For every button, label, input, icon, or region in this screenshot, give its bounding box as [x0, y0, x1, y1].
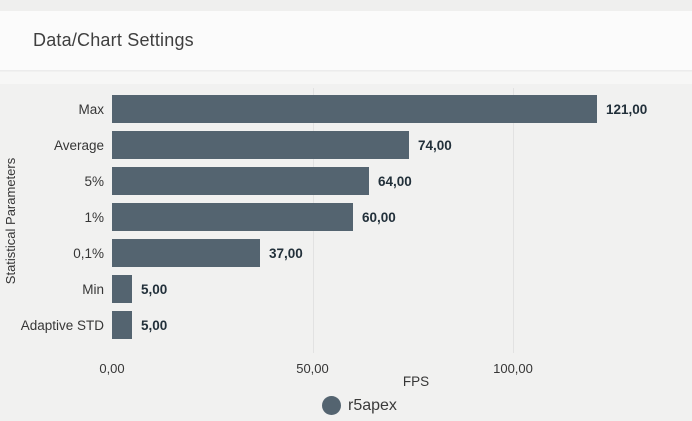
chart-row: 5% 64,00	[0, 167, 692, 195]
chart-row: 1% 60,00	[0, 203, 692, 231]
category-label: 0,1%	[73, 245, 104, 261]
header-sub-strip	[0, 72, 692, 84]
category-label: Adaptive STD	[20, 317, 104, 333]
gridline-100	[513, 88, 514, 353]
value-label: 64,00	[378, 173, 412, 189]
value-label: 5,00	[141, 317, 168, 333]
legend-item-r5apex[interactable]: r5apex	[322, 396, 397, 415]
x-axis-title: FPS	[402, 374, 430, 389]
page-title: Data/Chart Settings	[33, 30, 194, 50]
category-label: Max	[78, 101, 104, 117]
value-label: 60,00	[362, 209, 396, 225]
legend: r5apex	[322, 396, 397, 415]
category-label: 5%	[84, 173, 104, 189]
x-tick-label: 50,00	[296, 361, 329, 376]
bar-r5apex[interactable]	[112, 239, 260, 267]
y-axis-title: Statistical Parameters	[3, 157, 18, 285]
chart-row: 0,1% 37,00	[0, 239, 692, 267]
legend-label: r5apex	[348, 396, 397, 414]
bar-r5apex[interactable]	[112, 275, 132, 303]
value-label: 5,00	[141, 281, 168, 297]
legend-circle-marker-icon	[322, 396, 341, 415]
x-tick-label: 100,00	[493, 361, 533, 376]
value-label: 121,00	[606, 101, 648, 117]
chart-row: Adaptive STD 5,00	[0, 311, 692, 339]
bar-r5apex[interactable]	[112, 167, 369, 195]
value-label: 74,00	[418, 137, 452, 153]
chart-row: Average 74,00	[0, 131, 692, 159]
category-label: Min	[82, 281, 104, 297]
chart-row: Min 5,00	[0, 275, 692, 303]
value-label: 37,00	[269, 245, 303, 261]
x-tick-label: 0,00	[99, 361, 125, 376]
bar-r5apex[interactable]	[112, 311, 132, 339]
top-strip	[0, 0, 692, 11]
bar-r5apex[interactable]	[112, 131, 409, 159]
category-label: Average	[53, 137, 104, 153]
bar-r5apex[interactable]	[112, 95, 597, 123]
bar-r5apex[interactable]	[112, 203, 353, 231]
header-bar: Data/Chart Settings	[0, 11, 692, 71]
chart-row: Max 121,00	[0, 95, 692, 123]
category-label: 1%	[84, 209, 104, 225]
